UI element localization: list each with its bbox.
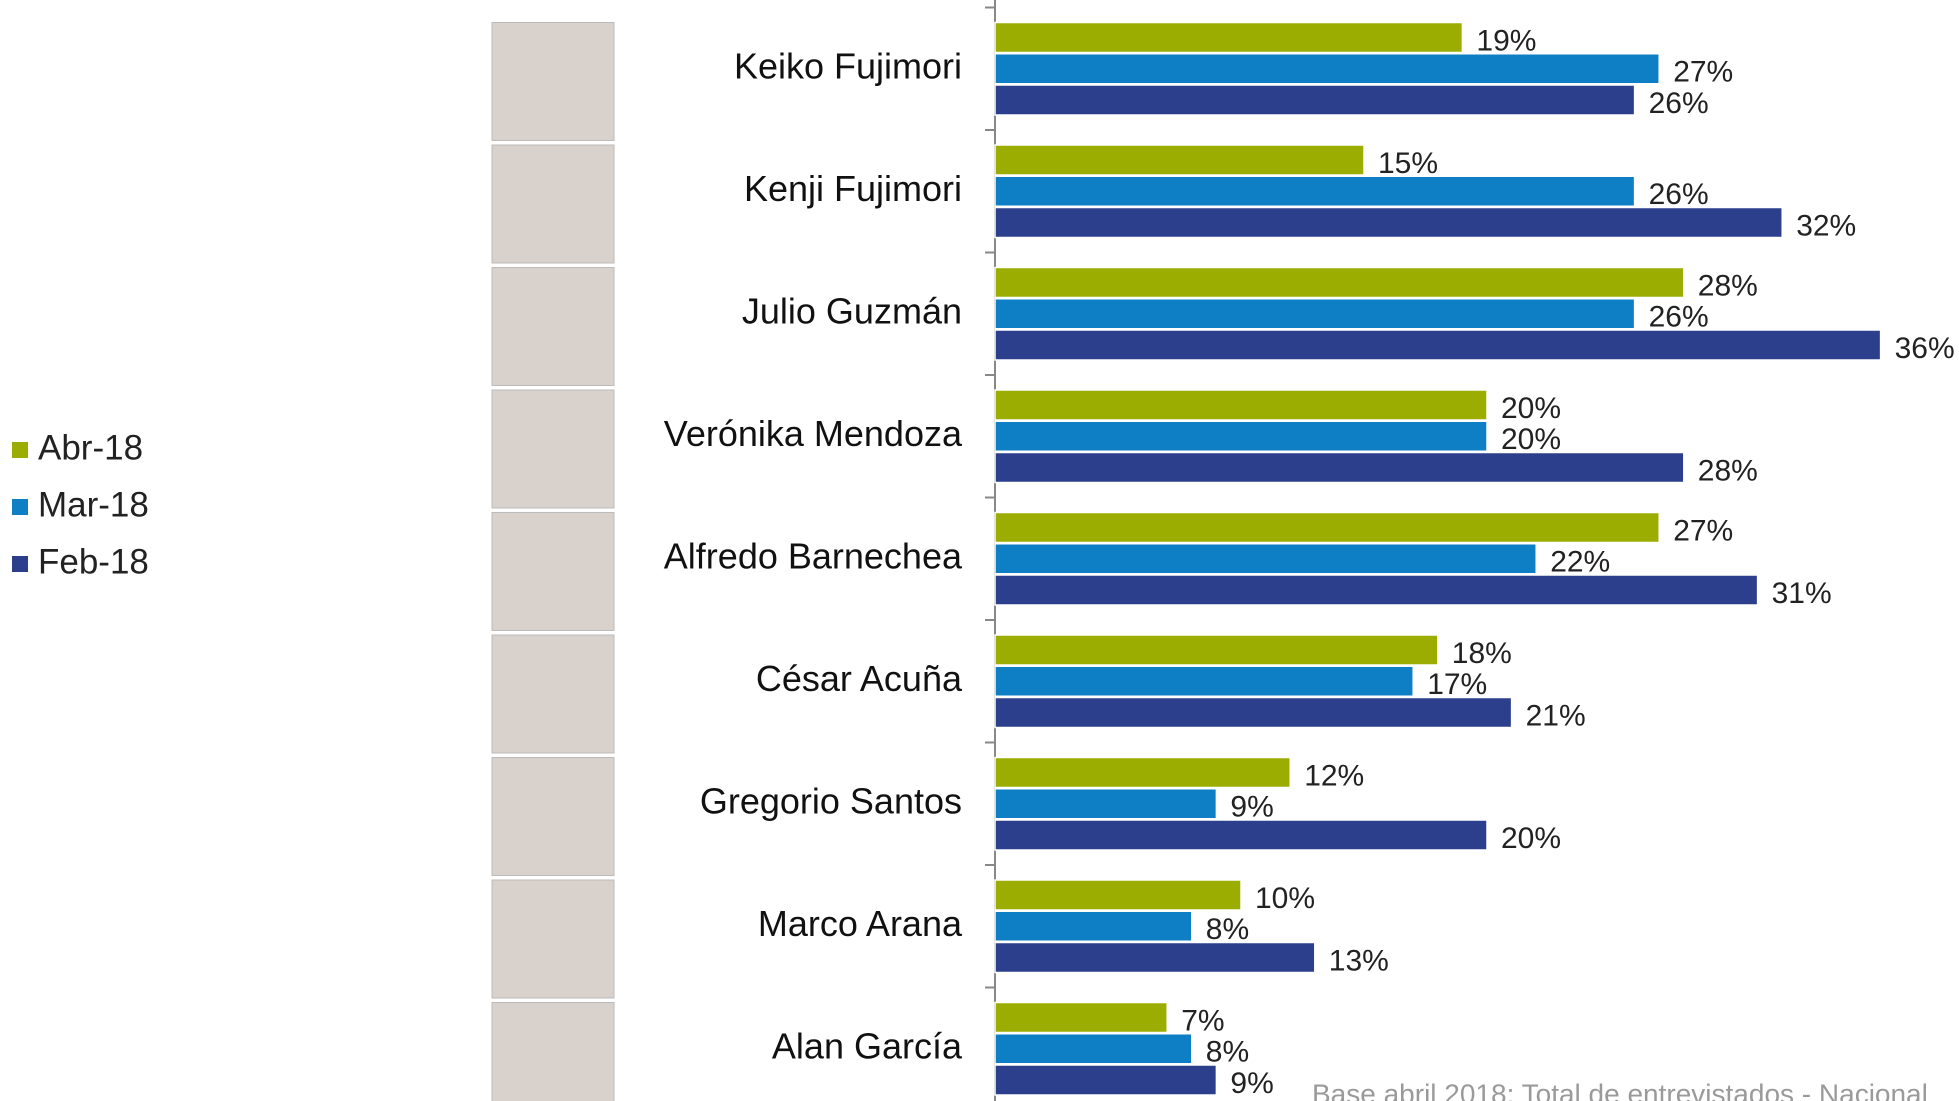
value-label: 9% [1230,1067,1273,1100]
value-label: 28% [1698,454,1758,487]
value-label: 9% [1230,791,1273,824]
bar [994,788,1218,820]
bar [994,819,1488,851]
bar [994,420,1488,452]
bar [994,574,1759,606]
candidate-photo [491,389,615,509]
bar [994,1064,1218,1096]
bar [994,84,1636,116]
bar [994,298,1636,330]
candidate-photo [491,512,615,631]
value-label: 18% [1452,637,1512,670]
bar [994,451,1685,484]
category-label: Alfredo Barnechea [664,535,963,576]
value-label: 12% [1304,759,1364,792]
bar [994,206,1783,239]
bar [994,329,1882,361]
category-label: Julio Guzmán [742,290,962,331]
value-label: 22% [1550,546,1610,579]
value-label: 20% [1501,392,1561,425]
bar [994,1001,1168,1034]
value-label: 15% [1378,147,1438,180]
legend-label: Feb-18 [38,542,149,581]
bar [994,910,1193,942]
bar [994,879,1242,911]
candidate-photo [491,22,615,141]
value-label: 7% [1181,1004,1224,1037]
candidate-photo [491,757,615,876]
value-label: 27% [1673,56,1733,89]
category-label: Kenji Fujimori [744,168,962,209]
value-label: 31% [1772,577,1832,610]
category-label: Gregorio Santos [700,780,962,821]
bar [994,53,1660,85]
value-label: 32% [1796,209,1856,242]
bar [994,634,1439,666]
bar [994,511,1660,544]
value-label: 17% [1427,668,1487,701]
value-label: 20% [1501,822,1561,855]
category-label: Marco Arana [758,903,963,944]
value-label: 26% [1649,301,1709,334]
bar [994,21,1464,54]
value-label: 10% [1255,882,1315,915]
value-label: 13% [1329,944,1389,977]
legend-label: Abr-18 [38,428,143,467]
value-label: 27% [1673,514,1733,547]
category-label: Keiko Fujimori [734,45,962,86]
candidate-photo [491,879,615,999]
value-label: 8% [1206,913,1249,946]
value-label: 19% [1476,24,1536,57]
bar [994,543,1537,575]
legend-swatch [12,442,28,458]
candidate-photo [491,144,615,264]
value-label: 26% [1649,178,1709,211]
value-label: 36% [1895,332,1955,365]
bar [994,389,1488,421]
bar [994,665,1414,697]
bar [994,144,1365,176]
candidate-photo [491,1002,615,1101]
category-label: César Acuña [756,658,963,699]
footnote: Base abril 2018: Total de entrevistados … [1312,1078,1928,1101]
bar [994,756,1291,789]
candidate-photo [491,267,615,386]
value-label: 28% [1698,269,1758,302]
category-label: Alan García [772,1025,963,1066]
bar [994,1033,1193,1065]
value-label: 21% [1526,699,1586,732]
bar [994,266,1685,299]
value-label: 20% [1501,423,1561,456]
value-label: 8% [1206,1036,1249,1069]
candidate-photo [491,634,615,754]
legend-swatch [12,499,28,515]
value-label: 26% [1649,87,1709,120]
legend-swatch [12,556,28,572]
category-label: Verónika Mendoza [664,413,963,454]
legend-label: Mar-18 [38,485,149,524]
bar [994,175,1636,207]
bar [994,941,1316,974]
bar [994,696,1513,729]
